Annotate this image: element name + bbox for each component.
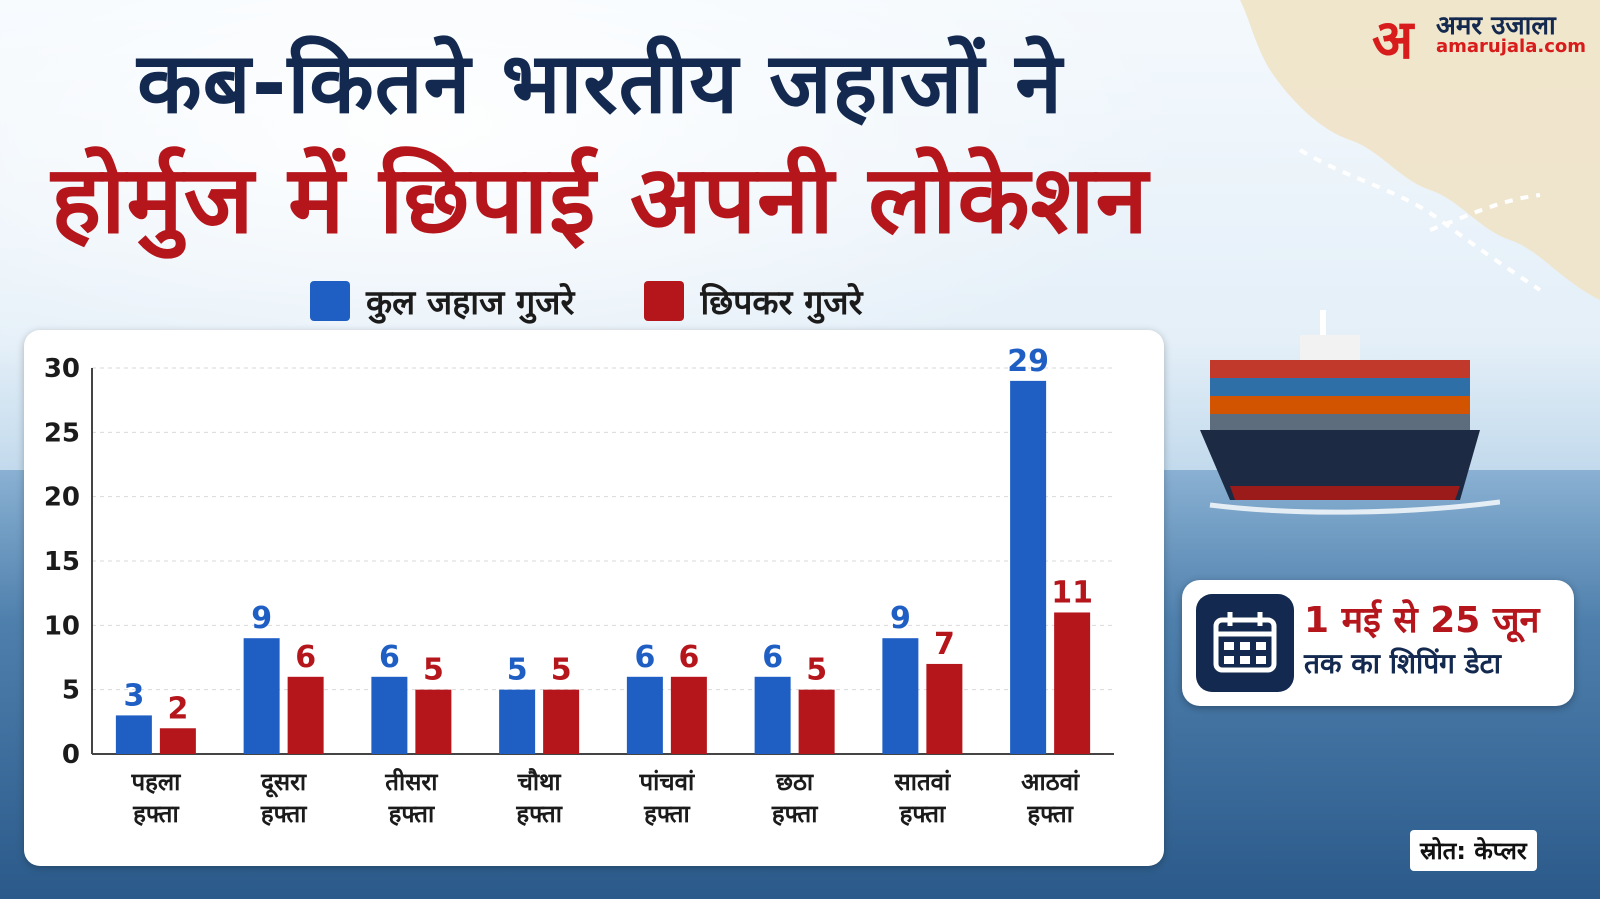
data-label-total: 6 <box>762 640 783 675</box>
data-label-hidden: 5 <box>423 653 444 688</box>
chart-legend: कुल जहाज गुजरे छिपकर गुजरे <box>310 278 863 324</box>
y-tick-label: 30 <box>44 354 80 384</box>
data-label-total: 6 <box>379 640 400 675</box>
chart-panel <box>24 330 1164 866</box>
bar-total <box>1010 380 1047 754</box>
y-tick-label: 20 <box>44 483 80 513</box>
data-label-total: 29 <box>1007 344 1049 379</box>
x-tick-label: हफ्ता <box>132 800 179 828</box>
bar-hidden <box>1054 612 1091 754</box>
x-tick-label: हफ्ता <box>260 800 307 828</box>
x-tick-label: सातवां <box>894 768 951 796</box>
legend-swatch-hidden <box>644 281 685 321</box>
data-label-hidden: 2 <box>167 691 188 726</box>
bar-hidden <box>543 689 580 754</box>
legend-swatch-total <box>310 281 350 321</box>
y-tick-label: 0 <box>62 740 80 770</box>
bar-hidden <box>926 663 963 754</box>
amar-ujala-logo: अ अमर उजाला amarujala.com <box>1372 6 1592 71</box>
y-tick-label: 25 <box>44 418 80 448</box>
y-tick-label: 5 <box>62 676 80 706</box>
y-tick-label: 10 <box>44 611 80 641</box>
date-range-infobox: 1 मई से 25 जून तक का शिपिंग डेटा <box>1182 580 1574 706</box>
bar-hidden <box>670 676 707 754</box>
date-range-text: 1 मई से 25 जून <box>1304 600 1540 641</box>
date-range-subtext: तक का शिपिंग डेटा <box>1304 647 1502 680</box>
bar-hidden <box>798 689 835 754</box>
source-credit: स्रोत: केप्लर <box>1410 830 1537 871</box>
data-label-total: 6 <box>634 640 655 675</box>
x-tick-label: हफ्ता <box>899 800 946 828</box>
y-tick-label: 15 <box>44 547 80 577</box>
hormuz-map-graphic <box>1240 0 1600 300</box>
x-tick-label: हफ्ता <box>771 800 818 828</box>
bar-hidden <box>159 728 196 754</box>
data-label-total: 5 <box>507 653 528 688</box>
cargo-ship-graphic <box>1200 310 1500 515</box>
calendar-icon <box>1196 594 1294 692</box>
data-label-total: 3 <box>123 678 144 713</box>
x-tick-label: हफ्ता <box>1026 800 1073 828</box>
logo-mark: अ <box>1372 8 1414 71</box>
bar-hidden <box>287 676 324 754</box>
data-label-hidden: 5 <box>806 653 827 688</box>
bar-total <box>243 638 280 754</box>
x-tick-label: छठा <box>775 768 814 796</box>
legend-item-hidden: छिपकर गुजरे <box>644 278 863 324</box>
data-label-hidden: 5 <box>551 653 572 688</box>
data-label-total: 9 <box>251 601 272 636</box>
logo-hindi-text: अमर उजाला <box>1436 11 1556 41</box>
x-tick-label: आठवां <box>1021 768 1080 796</box>
x-tick-label: हफ्ता <box>515 800 562 828</box>
bar-total <box>882 638 919 754</box>
legend-label-hidden: छिपकर गुजरे <box>700 283 863 323</box>
x-tick-label: चौथा <box>517 768 562 796</box>
title-line-2: होर्मुज में छिपाई अपनी लोकेशन <box>51 146 1149 255</box>
x-tick-label: दूसरा <box>260 768 307 798</box>
legend-label-total: कुल जहाज गुजरे <box>366 283 575 323</box>
data-label-total: 9 <box>890 601 911 636</box>
x-tick-label: पांचवां <box>639 768 695 796</box>
bar-total <box>371 676 408 754</box>
data-label-hidden: 11 <box>1051 575 1093 610</box>
legend-item-total: कुल जहाज गुजरे <box>310 278 574 324</box>
x-tick-label: तीसरा <box>384 768 438 796</box>
data-label-hidden: 6 <box>678 640 699 675</box>
bar-total <box>754 676 791 754</box>
data-label-hidden: 6 <box>295 640 316 675</box>
data-label-hidden: 7 <box>934 627 955 662</box>
x-tick-label: पहला <box>130 768 181 796</box>
logo-english-text: amarujala.com <box>1436 36 1587 57</box>
x-tick-label: हफ्ता <box>643 800 690 828</box>
bar-total <box>499 689 536 754</box>
bar-total <box>626 676 663 754</box>
bar-hidden <box>415 689 452 754</box>
bar-total <box>115 715 152 754</box>
title-line-1: कब-कितने भारतीय जहाजों ने <box>137 34 1063 132</box>
x-tick-label: हफ्ता <box>388 800 435 828</box>
